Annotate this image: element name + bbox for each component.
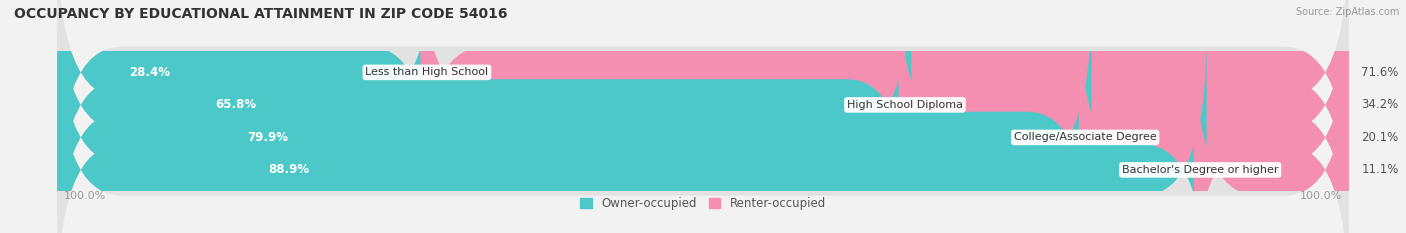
FancyBboxPatch shape [58, 0, 911, 233]
FancyBboxPatch shape [420, 0, 1348, 209]
Text: OCCUPANCY BY EDUCATIONAL ATTAINMENT IN ZIP CODE 54016: OCCUPANCY BY EDUCATIONAL ATTAINMENT IN Z… [14, 7, 508, 21]
Text: 34.2%: 34.2% [1361, 98, 1399, 111]
Text: 71.6%: 71.6% [1361, 66, 1399, 79]
Text: Source: ZipAtlas.com: Source: ZipAtlas.com [1295, 7, 1399, 17]
Text: 28.4%: 28.4% [129, 66, 170, 79]
FancyBboxPatch shape [58, 0, 1348, 209]
Text: 100.0%: 100.0% [63, 191, 107, 201]
FancyBboxPatch shape [58, 33, 1206, 233]
Text: Bachelor's Degree or higher: Bachelor's Degree or higher [1122, 165, 1278, 175]
Text: 20.1%: 20.1% [1361, 131, 1399, 144]
FancyBboxPatch shape [898, 0, 1348, 233]
FancyBboxPatch shape [58, 33, 1348, 233]
Legend: Owner-occupied, Renter-occupied: Owner-occupied, Renter-occupied [579, 197, 827, 210]
FancyBboxPatch shape [58, 0, 1091, 233]
Text: 88.9%: 88.9% [269, 163, 309, 176]
Text: Less than High School: Less than High School [366, 67, 488, 77]
FancyBboxPatch shape [1078, 0, 1348, 233]
FancyBboxPatch shape [58, 0, 433, 209]
Text: 65.8%: 65.8% [215, 98, 256, 111]
Text: 100.0%: 100.0% [1299, 191, 1343, 201]
Text: High School Diploma: High School Diploma [846, 100, 963, 110]
FancyBboxPatch shape [1194, 33, 1348, 233]
FancyBboxPatch shape [58, 0, 1348, 233]
FancyBboxPatch shape [58, 0, 1348, 233]
Text: 79.9%: 79.9% [247, 131, 288, 144]
Text: 11.1%: 11.1% [1361, 163, 1399, 176]
Text: College/Associate Degree: College/Associate Degree [1014, 132, 1157, 142]
